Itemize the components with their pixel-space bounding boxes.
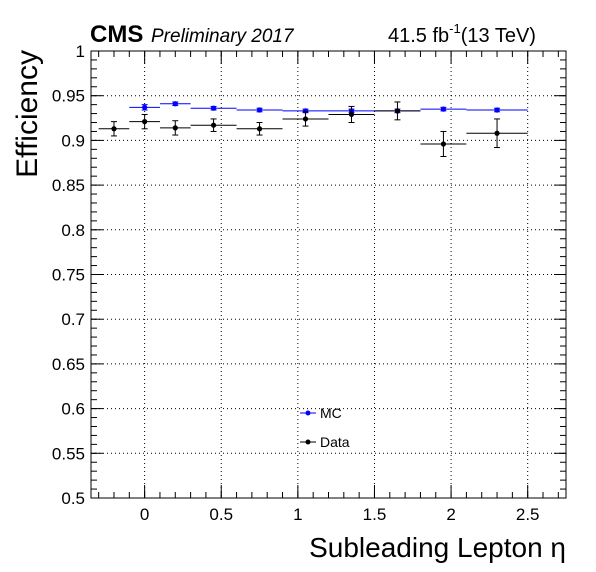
x-tick-label: 1.5 xyxy=(363,505,387,524)
x-tick-label: 0 xyxy=(140,505,149,524)
data-point xyxy=(440,141,447,147)
y-tick-label: 0.55 xyxy=(52,444,85,463)
cms-label: CMS xyxy=(90,21,143,48)
legend-mc-marker xyxy=(305,410,311,416)
y-tick-label: 0.5 xyxy=(61,489,85,508)
y-tick-label: 0.65 xyxy=(52,355,85,374)
data-point xyxy=(172,125,178,131)
y-tick-label: 0.95 xyxy=(52,87,85,106)
mc-point xyxy=(494,107,500,113)
preliminary-label: Preliminary 2017 xyxy=(151,26,295,47)
plot-frame xyxy=(90,50,567,499)
legend-data-marker xyxy=(305,439,311,445)
y-tick-label: 0.8 xyxy=(61,221,85,240)
x-tick-label: 2.5 xyxy=(516,505,540,524)
y-tick-label: 1 xyxy=(76,42,85,61)
data-point xyxy=(302,116,309,122)
mc-point xyxy=(256,107,263,113)
data-series xyxy=(98,101,528,157)
series-data xyxy=(98,101,528,157)
legend: MC Data xyxy=(300,405,350,450)
data-point xyxy=(494,130,500,136)
axis-ticks: 0.5 0.55 0.6 0.65 0.7 0.75 0.8 0.85 0.9 0.95 1 0 0.5… xyxy=(52,42,566,524)
lumi-value: 41.5 fb xyxy=(388,25,449,47)
energy-label: (13 TeV) xyxy=(461,25,536,47)
mc-point xyxy=(210,105,217,111)
y-tick-label: 0.75 xyxy=(52,266,85,285)
data-point xyxy=(210,122,217,128)
y-axis-title: Efficiency xyxy=(11,50,44,178)
data-point xyxy=(394,108,401,114)
lumi-label: 41.5 fb-1(13 TeV) xyxy=(388,21,536,47)
x-tick-label: 0.5 xyxy=(209,505,233,524)
mc-point xyxy=(172,101,178,107)
x-axis-title: Subleading Lepton η xyxy=(309,532,566,563)
y-tick-label: 0.6 xyxy=(61,400,85,419)
grid-lines xyxy=(91,51,566,498)
mc-point xyxy=(440,106,447,112)
legend-mc-label: MC xyxy=(320,405,342,421)
data-point xyxy=(256,126,263,132)
data-point xyxy=(348,111,355,118)
data-point xyxy=(142,119,148,125)
y-tick-label: 0.9 xyxy=(61,131,85,150)
lumi-exponent: -1 xyxy=(449,21,461,36)
data-point xyxy=(111,126,117,132)
y-tick-label: 0.85 xyxy=(52,176,85,195)
legend-data-label: Data xyxy=(320,434,350,450)
x-tick-label: 1 xyxy=(293,505,302,524)
x-tick-label: 2 xyxy=(446,505,455,524)
mc-point xyxy=(142,104,148,110)
y-tick-label: 0.7 xyxy=(61,310,85,329)
series-mc xyxy=(129,101,528,114)
